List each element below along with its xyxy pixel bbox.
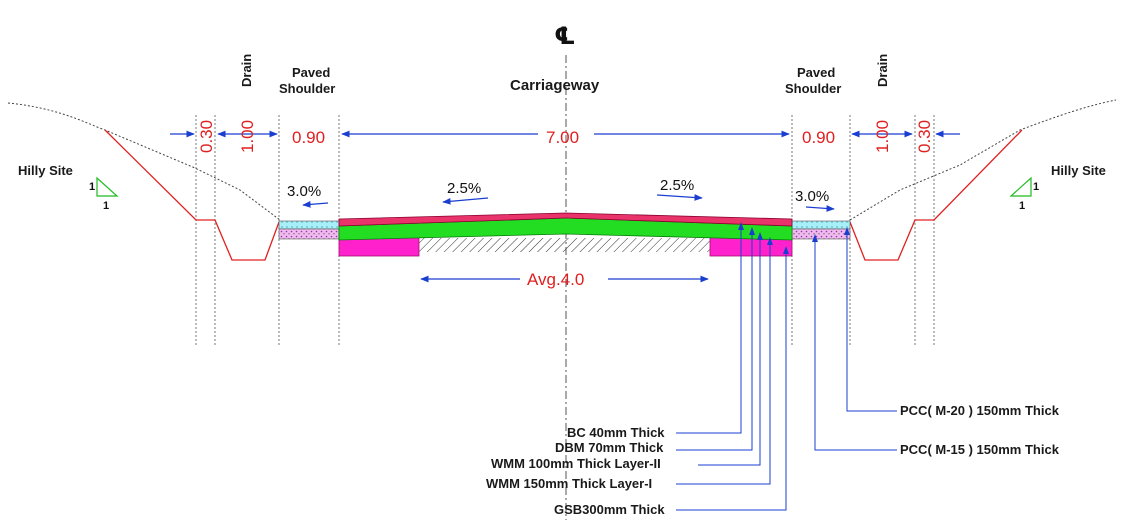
centerline-symbol: ℄	[554, 22, 576, 50]
natural-ground-right	[849, 99, 1117, 221]
label-wmm1: WMM 150mm Thick Layer-I	[486, 476, 652, 491]
label-drain-left: Drain	[239, 54, 254, 87]
dimension-lines	[170, 130, 960, 283]
label-paved-shoulder-right-2: Shoulder	[785, 81, 841, 96]
left-shoulder-surface	[278, 220, 340, 230]
slope-left-shoulder: 3.0%	[287, 183, 321, 200]
dim-left-shoulder: 0.90	[292, 128, 325, 147]
right-shoulder-pcc	[791, 228, 851, 240]
label-bc: BC 40mm Thick	[567, 425, 665, 440]
label-hilly-right: Hilly Site	[1051, 163, 1106, 178]
left-shoulder-pcc	[278, 228, 340, 240]
label-paved-shoulder-left-1: Paved	[292, 65, 330, 80]
label-drain-right: Drain	[875, 54, 890, 87]
slope-arrows	[302, 194, 835, 212]
dim-left-100: 1.00	[238, 120, 257, 153]
label-paved-shoulder-left-2: Shoulder	[279, 81, 335, 96]
label-paved-shoulder-right-1: Paved	[797, 65, 835, 80]
label-wmm2: WMM 100mm Thick Layer-II	[491, 456, 661, 471]
slope-triangle-left-v: 1	[89, 181, 95, 193]
leader-arrowheads	[738, 222, 850, 254]
gsb-hatch	[418, 238, 710, 252]
label-gsb: GSB300mm Thick	[554, 502, 665, 517]
label-dbm: DBM 70mm Thick	[555, 440, 664, 455]
slope-right-carriageway: 2.5%	[660, 177, 694, 194]
natural-ground-left	[7, 102, 281, 221]
dim-right-shoulder: 0.90	[802, 128, 835, 147]
slope-triangle-right-v: 1	[1033, 181, 1039, 193]
slope-left-carriageway: 2.5%	[447, 180, 481, 197]
label-pcc20: PCC( M-20 ) 150mm Thick	[900, 403, 1060, 418]
dim-right-030: 0.30	[915, 120, 934, 153]
slope-right-shoulder: 3.0%	[795, 188, 829, 205]
cut-slope-right	[849, 129, 1023, 261]
cut-slope-left	[104, 129, 280, 261]
slope-triangle-left	[96, 176, 119, 197]
dim-avg: Avg.4.0	[527, 270, 584, 289]
label-carriageway: Carriageway	[510, 77, 600, 94]
slope-triangle-right	[1009, 176, 1032, 197]
bituminous-layer	[338, 212, 793, 227]
dim-left-030: 0.30	[197, 120, 216, 153]
leader-lines	[676, 226, 897, 511]
slope-triangle-right-h: 1	[1019, 200, 1025, 212]
right-shoulder-surface	[791, 220, 851, 230]
dim-right-100: 1.00	[873, 120, 892, 153]
label-hilly-left: Hilly Site	[18, 163, 73, 178]
label-pcc15: PCC( M-15 ) 150mm Thick	[900, 442, 1060, 457]
dim-carriageway: 7.00	[546, 128, 579, 147]
slope-triangle-left-h: 1	[103, 200, 109, 212]
